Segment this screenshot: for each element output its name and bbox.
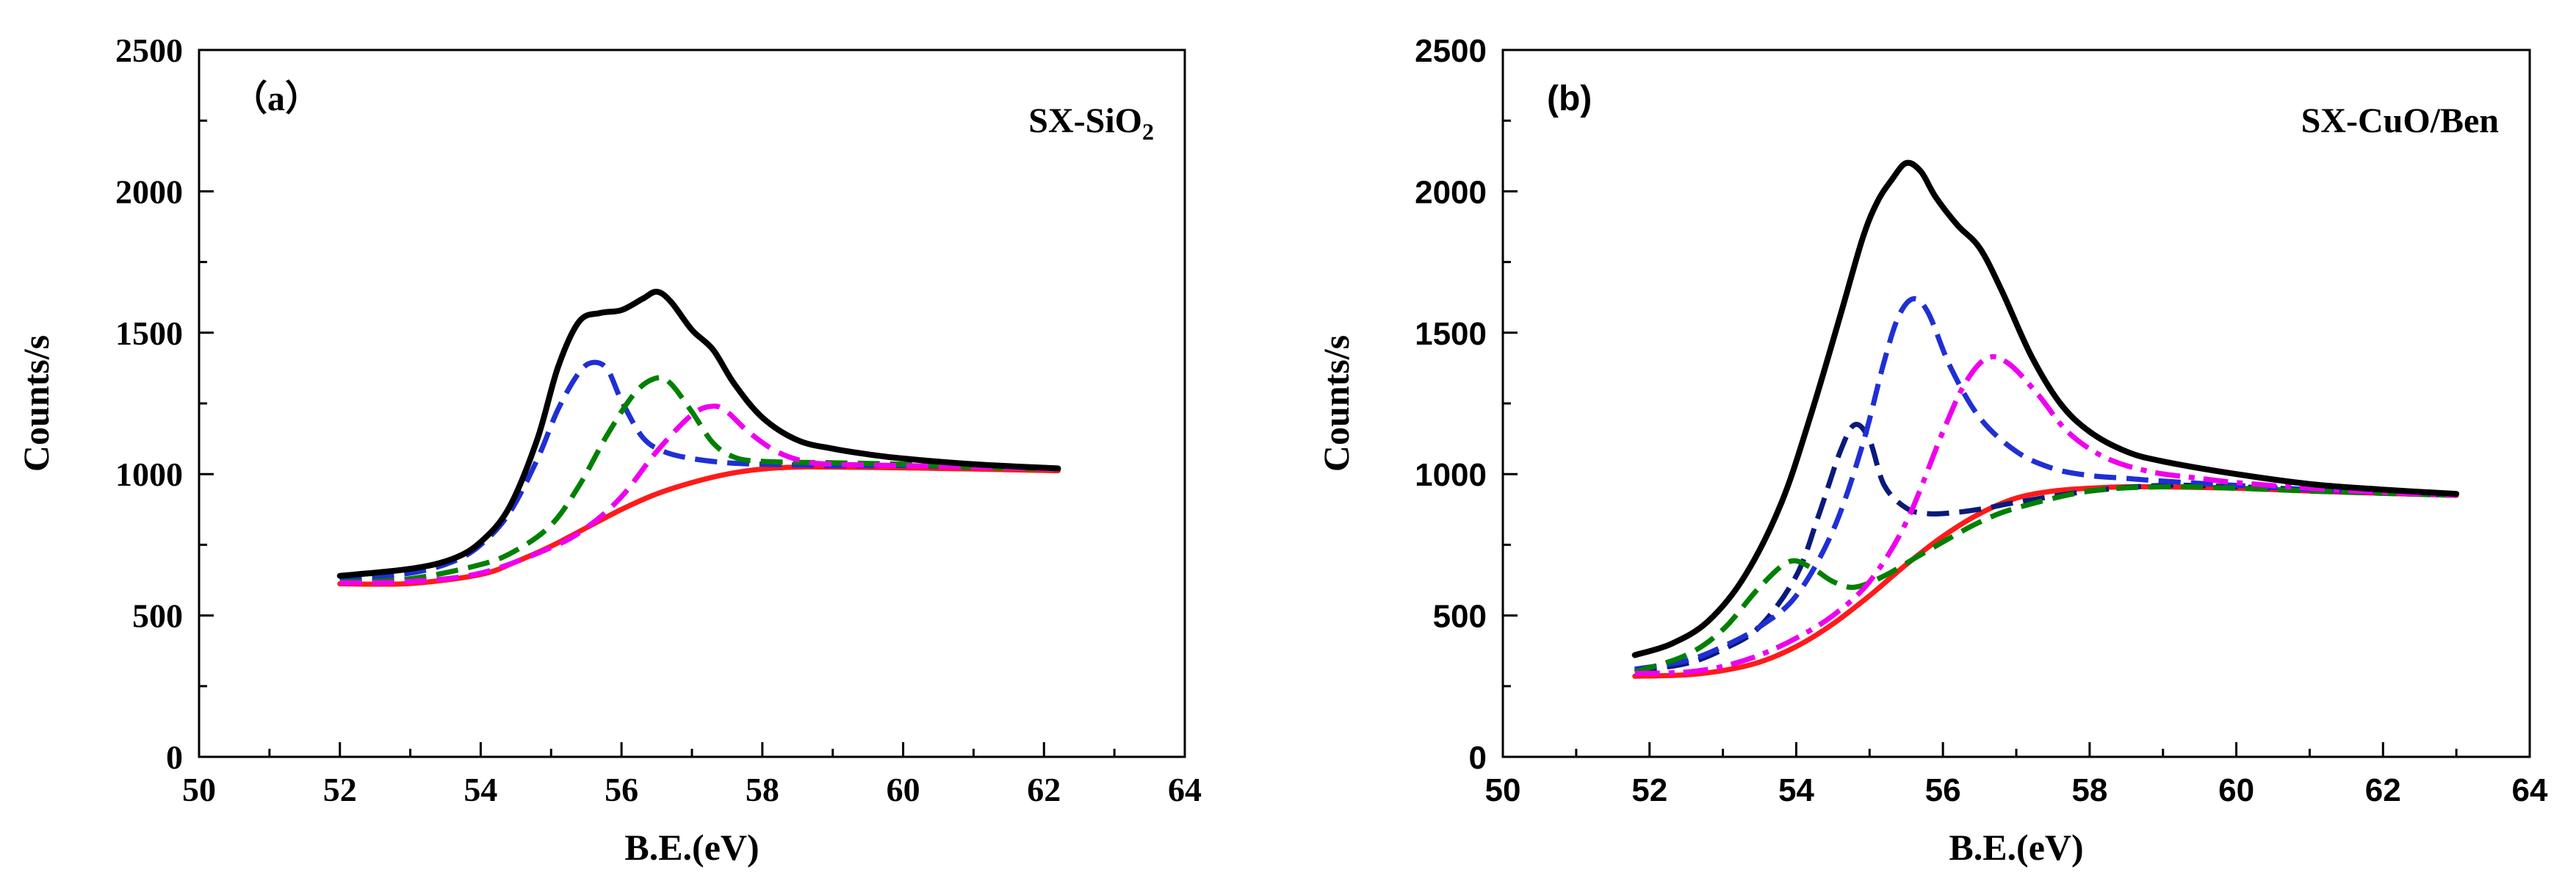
y-tick-label: 0	[166, 738, 183, 776]
chart-panel-1: 50 52 54 56 58 60 62 64 0 500 1000 1500 2000 2500 B.E.…	[15, 32, 1202, 868]
y-tick-label: 1500	[1415, 316, 1487, 352]
panel-label: (b)	[1547, 79, 1592, 118]
series-line-peak-3-magenta	[1634, 354, 2457, 676]
y-tick-label: 2500	[1415, 33, 1487, 69]
series-line-peak-2-green	[1634, 484, 2457, 675]
series-line-peak-3	[339, 403, 1058, 586]
series-line-peak-2	[339, 375, 1058, 585]
series-line-background	[1632, 484, 2459, 679]
series-line-peak-1	[339, 359, 1058, 583]
series-line-peak-1-blue	[1634, 296, 2457, 672]
x-tick-label: 64	[1168, 771, 1202, 808]
x-tick-label: 62	[2365, 772, 2401, 808]
x-tick-label: 50	[182, 771, 216, 808]
series-line-background	[337, 464, 1061, 587]
x-tick-label: 62	[1027, 771, 1061, 808]
x-tick-label: 60	[887, 771, 920, 808]
y-tick-label: 1500	[115, 314, 183, 352]
y-tick-label: 1000	[115, 456, 183, 493]
x-tick-label: 50	[1485, 772, 1521, 808]
x-tick-label: 56	[605, 771, 638, 808]
x-tick-label: 52	[1631, 772, 1667, 808]
panel-label: （a）	[232, 79, 320, 118]
x-tick-label: 64	[2512, 772, 2548, 808]
y-tick-label: 1000	[1415, 457, 1487, 493]
y-tick-label: 2000	[1415, 174, 1487, 210]
y-tick-label: 2000	[115, 173, 183, 210]
y-axis-title: Counts/s	[15, 335, 57, 472]
x-tick-label: 56	[1925, 772, 1961, 808]
sample-label: SX-CuO/Ben	[2301, 101, 2499, 140]
sample-label: SX-SiO2	[1028, 101, 1154, 145]
y-tick-label: 500	[1433, 599, 1487, 635]
chart-panel-2: 50 52 54 56 58 60 62 64 0 500 1000 1500 2000 2500 B.E.…	[1316, 33, 2548, 868]
x-axis-title: B.E.(eV)	[624, 827, 759, 868]
y-tick-label: 500	[132, 597, 183, 635]
y-tick-label: 2500	[115, 32, 183, 69]
plot-frame	[198, 48, 1186, 758]
series-line-envelope	[336, 289, 1061, 579]
x-tick-label: 52	[323, 771, 357, 808]
series-line-envelope	[1631, 159, 2460, 658]
x-tick-label: 58	[2071, 772, 2107, 808]
x-tick-label: 54	[1778, 772, 1814, 808]
x-axis-title: B.E.(eV)	[1949, 827, 2083, 868]
x-tick-label: 60	[2218, 772, 2254, 808]
x-tick-label: 54	[463, 771, 497, 808]
y-tick-label: 0	[1469, 740, 1487, 776]
y-axis-title: Counts/s	[1316, 335, 1357, 472]
x-tick-label: 58	[746, 771, 779, 808]
